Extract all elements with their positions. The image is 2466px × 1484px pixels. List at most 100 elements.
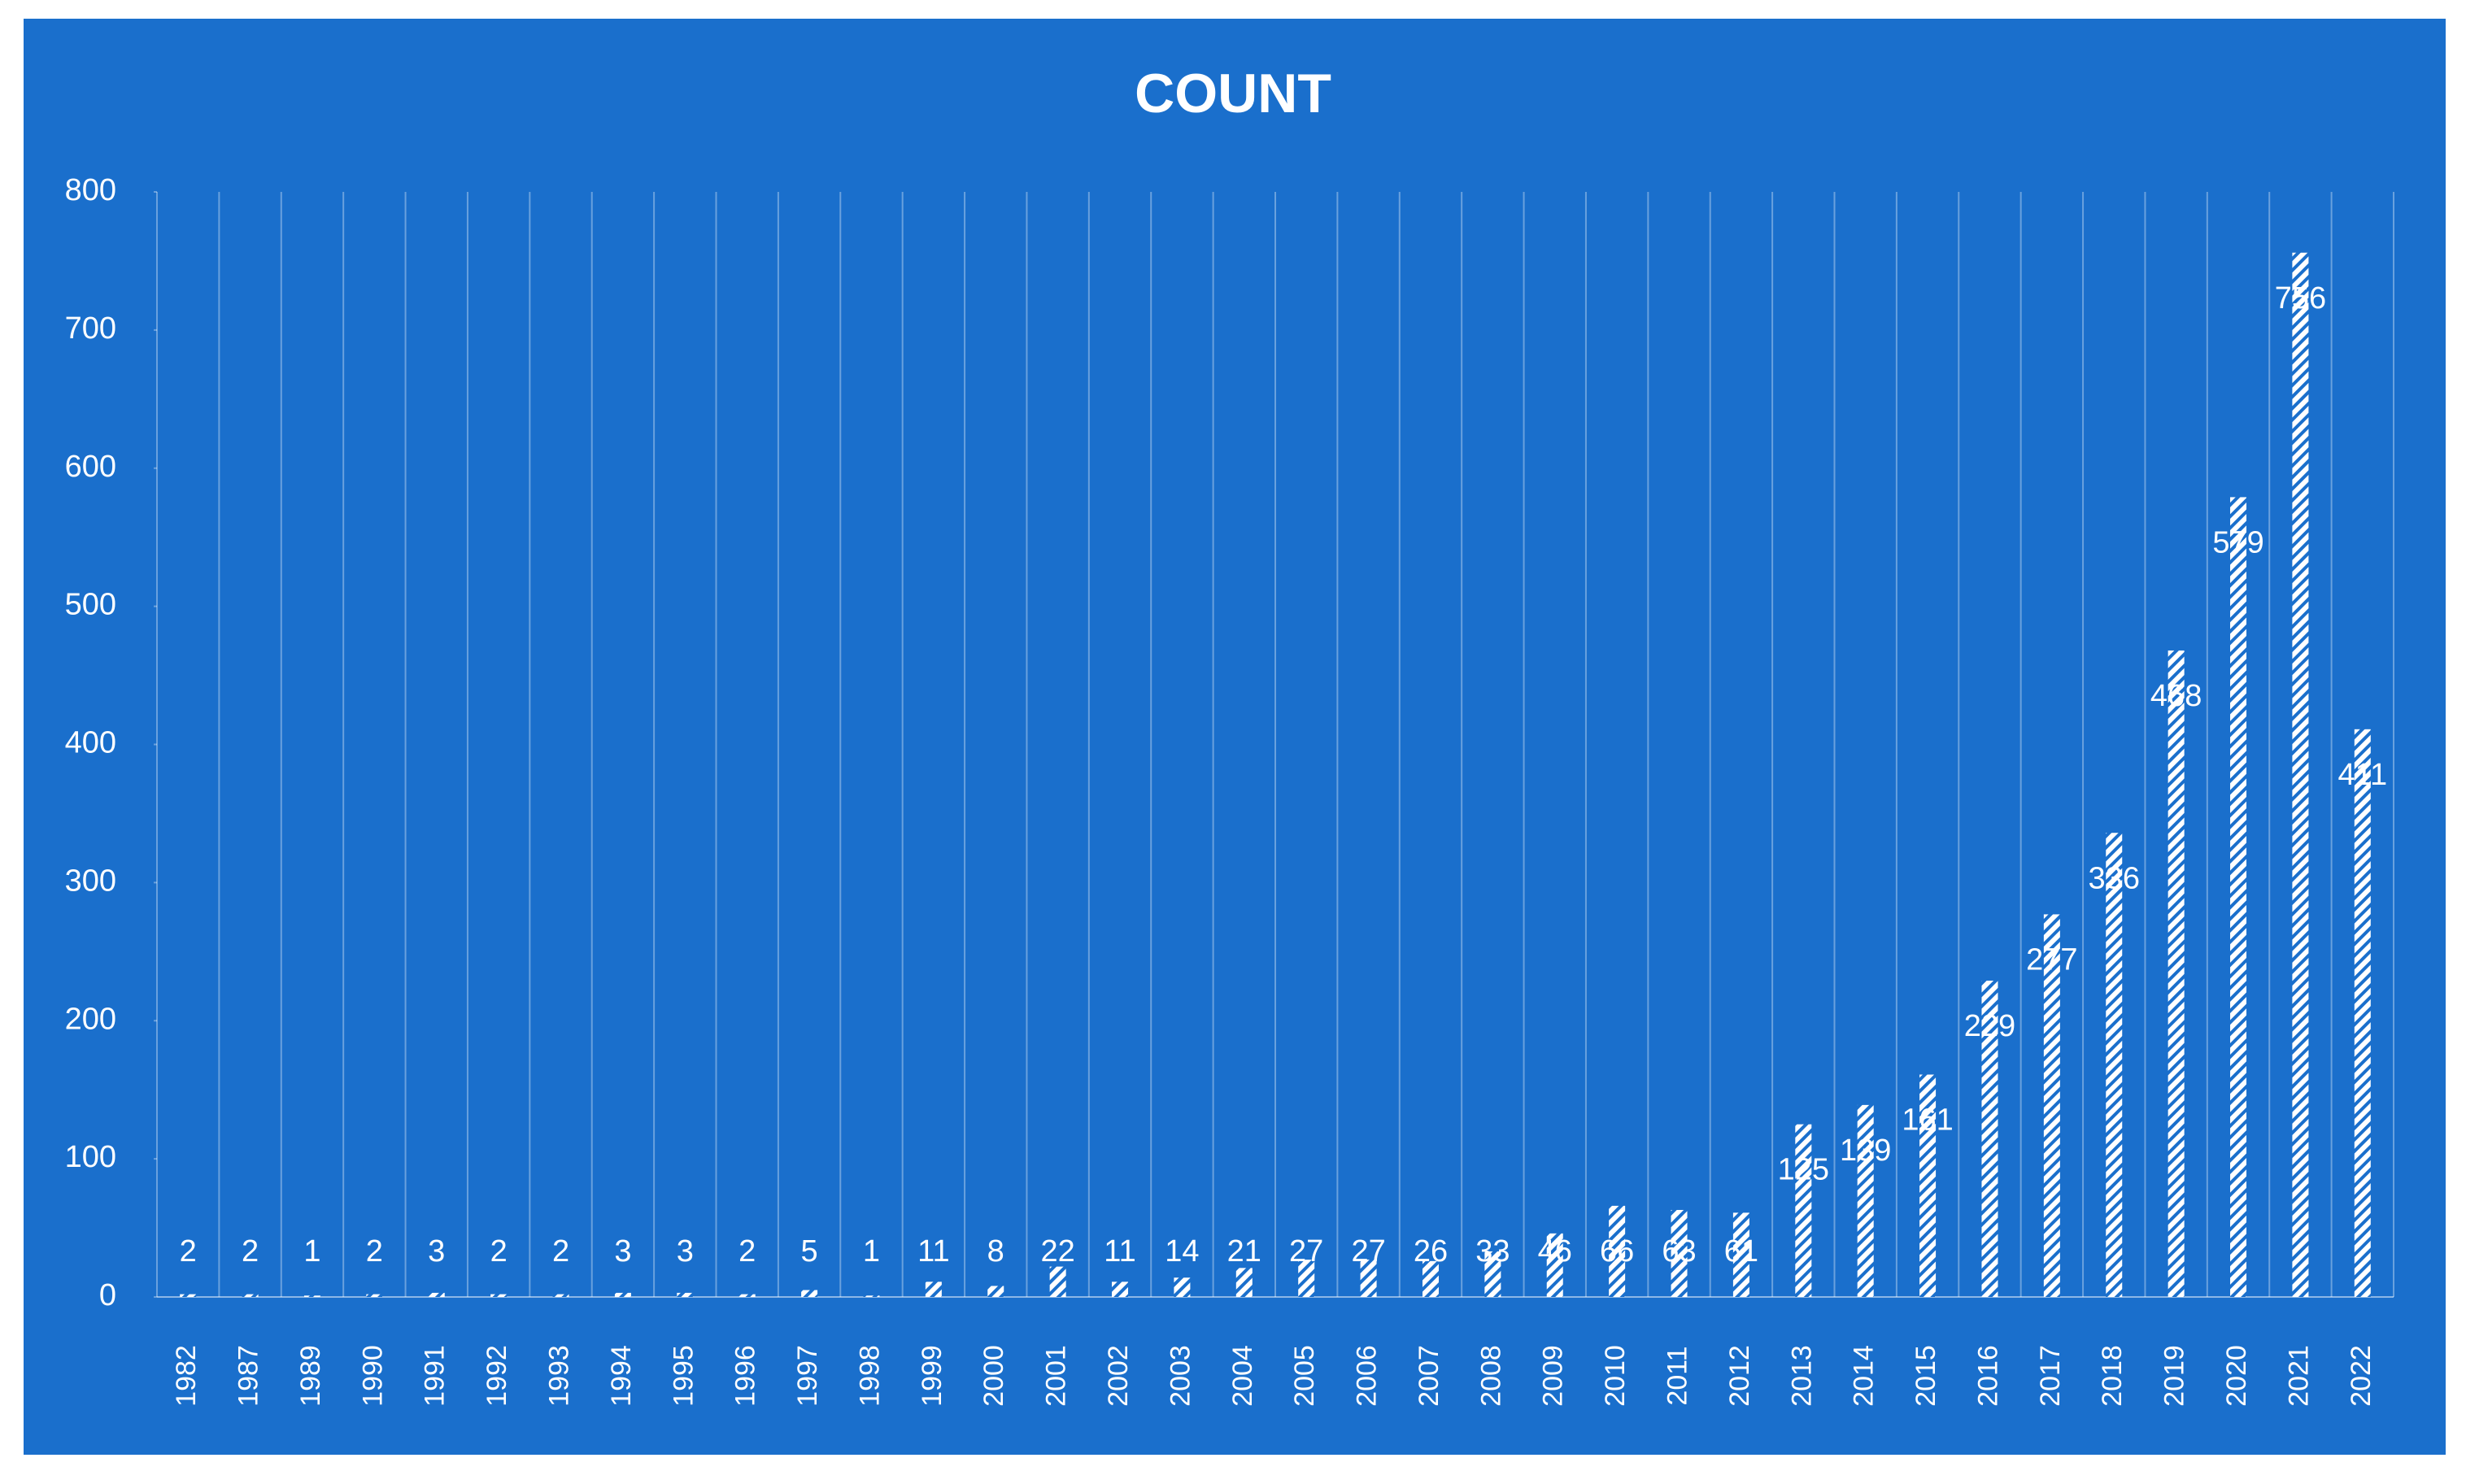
x-tick-label: 2016 bbox=[1972, 1345, 2003, 1407]
x-tick-label: 2012 bbox=[1724, 1345, 1755, 1407]
value-label: 125 bbox=[1778, 1153, 1829, 1187]
bar bbox=[490, 1294, 508, 1297]
x-tick-label: 2015 bbox=[1910, 1345, 1941, 1407]
value-label: 1 bbox=[863, 1234, 880, 1269]
bar bbox=[863, 1295, 880, 1297]
bar bbox=[1981, 980, 1998, 1297]
y-tick-label: 0 bbox=[99, 1278, 116, 1312]
value-label: 2 bbox=[552, 1234, 569, 1269]
value-label: 411 bbox=[2338, 758, 2388, 792]
value-label: 2 bbox=[490, 1234, 508, 1269]
x-tick-label: 2018 bbox=[2097, 1345, 2128, 1407]
bar bbox=[1732, 1212, 1749, 1297]
bar bbox=[1235, 1268, 1253, 1297]
y-tick-label: 800 bbox=[65, 173, 116, 207]
value-label: 1 bbox=[303, 1234, 320, 1269]
bar bbox=[1919, 1074, 1937, 1297]
bar bbox=[1609, 1205, 1626, 1297]
value-label: 229 bbox=[1964, 1009, 2015, 1043]
bar bbox=[1174, 1277, 1191, 1297]
bar bbox=[614, 1292, 631, 1297]
x-tick-label: 1982 bbox=[171, 1345, 202, 1407]
bar bbox=[2106, 833, 2123, 1297]
x-tick-label: 2005 bbox=[1289, 1345, 1320, 1407]
bar bbox=[1049, 1266, 1066, 1297]
bar bbox=[242, 1294, 259, 1297]
value-label: 756 bbox=[2275, 281, 2326, 316]
x-tick-label: 1996 bbox=[730, 1345, 761, 1407]
bar bbox=[1857, 1104, 1874, 1297]
x-tick-label: 1992 bbox=[481, 1345, 512, 1407]
x-tick-label: 1999 bbox=[917, 1345, 948, 1407]
value-label: 26 bbox=[1414, 1234, 1448, 1269]
value-label: 61 bbox=[1724, 1234, 1758, 1269]
value-label: 139 bbox=[1840, 1134, 1891, 1168]
x-tick-label: 2014 bbox=[1849, 1345, 1880, 1407]
x-tick-label: 2013 bbox=[1786, 1345, 1817, 1407]
x-tick-label: 2004 bbox=[1227, 1345, 1258, 1407]
bar bbox=[2292, 252, 2309, 1297]
value-label: 579 bbox=[2212, 525, 2263, 559]
x-tick-label: 2017 bbox=[2035, 1345, 2066, 1407]
bar bbox=[2168, 650, 2185, 1297]
value-label: 22 bbox=[1040, 1234, 1074, 1269]
x-tick-label: 1997 bbox=[792, 1345, 823, 1407]
x-tick-label: 2000 bbox=[978, 1345, 1009, 1407]
x-tick-label: 2009 bbox=[1538, 1345, 1569, 1407]
value-label: 3 bbox=[428, 1234, 445, 1269]
value-label: 2 bbox=[180, 1234, 197, 1269]
x-tick-label: 1994 bbox=[606, 1345, 637, 1407]
value-label: 66 bbox=[1600, 1234, 1634, 1269]
value-label: 3 bbox=[614, 1234, 631, 1269]
value-label: 8 bbox=[987, 1234, 1004, 1269]
value-label: 21 bbox=[1227, 1234, 1261, 1269]
bar bbox=[1112, 1282, 1129, 1297]
bar bbox=[552, 1294, 569, 1297]
x-tick-label: 2001 bbox=[1041, 1345, 1072, 1407]
bar bbox=[428, 1292, 445, 1297]
value-label: 336 bbox=[2089, 861, 2140, 895]
bar bbox=[925, 1282, 942, 1297]
bar bbox=[2354, 729, 2371, 1297]
x-tick-label: 1987 bbox=[233, 1345, 264, 1407]
value-label: 2 bbox=[242, 1234, 259, 1269]
x-tick-label: 2007 bbox=[1414, 1345, 1444, 1407]
value-label: 2 bbox=[366, 1234, 383, 1269]
value-label: 63 bbox=[1662, 1234, 1696, 1269]
value-label: 5 bbox=[801, 1234, 818, 1269]
x-tick-label: 2010 bbox=[1600, 1345, 1631, 1407]
bar bbox=[1422, 1260, 1439, 1297]
bar bbox=[738, 1294, 756, 1297]
value-label: 277 bbox=[2026, 942, 2077, 977]
bar bbox=[1795, 1124, 1812, 1297]
bar bbox=[2230, 497, 2247, 1297]
bar bbox=[1484, 1251, 1501, 1297]
bar bbox=[2043, 914, 2060, 1297]
y-tick-label: 200 bbox=[65, 1002, 116, 1036]
x-tick-label: 2021 bbox=[2283, 1345, 2314, 1407]
x-tick-label: 2019 bbox=[2159, 1345, 2190, 1407]
y-tick-label: 700 bbox=[65, 311, 116, 346]
x-tick-label: 2020 bbox=[2221, 1345, 2252, 1407]
value-label: 27 bbox=[1351, 1234, 1385, 1269]
bar bbox=[801, 1290, 818, 1297]
bar bbox=[1298, 1260, 1315, 1297]
value-label: 161 bbox=[1902, 1103, 1953, 1138]
value-label: 2 bbox=[738, 1234, 756, 1269]
chart-title: COUNT bbox=[1135, 63, 1331, 124]
bar bbox=[1671, 1209, 1688, 1297]
bar bbox=[303, 1295, 320, 1297]
y-tick-label: 100 bbox=[65, 1140, 116, 1174]
y-tick-label: 400 bbox=[65, 726, 116, 760]
y-tick-label: 600 bbox=[65, 450, 116, 484]
value-label: 14 bbox=[1165, 1234, 1199, 1269]
x-tick-label: 1995 bbox=[668, 1345, 699, 1407]
bar bbox=[1360, 1260, 1377, 1297]
x-tick-label: 2002 bbox=[1103, 1345, 1134, 1407]
x-tick-label: 2011 bbox=[1662, 1346, 1693, 1405]
value-label: 468 bbox=[2150, 679, 2202, 713]
x-tick-label: 2003 bbox=[1165, 1345, 1196, 1407]
x-tick-label: 1989 bbox=[295, 1345, 326, 1407]
